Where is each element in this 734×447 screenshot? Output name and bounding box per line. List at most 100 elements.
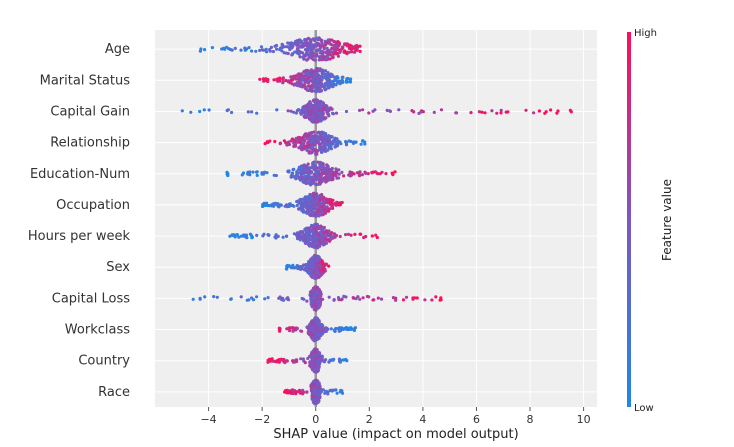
data-point	[499, 111, 503, 115]
data-point	[296, 46, 300, 51]
data-point	[309, 87, 314, 91]
data-point	[319, 388, 323, 392]
data-point	[307, 354, 312, 359]
data-point	[319, 359, 323, 363]
data-point	[319, 131, 323, 135]
data-point	[300, 165, 304, 169]
data-point	[247, 46, 251, 50]
data-point	[303, 115, 307, 119]
data-point	[371, 298, 375, 302]
feature-label: Race	[98, 385, 130, 400]
data-point	[324, 358, 328, 362]
feature-label: Workclass	[65, 323, 130, 338]
data-point	[246, 172, 250, 176]
data-point	[348, 79, 352, 83]
data-point	[313, 84, 317, 88]
data-point	[314, 100, 318, 104]
data-point	[318, 178, 322, 182]
data-point	[313, 255, 317, 259]
data-point	[308, 226, 312, 230]
data-point	[297, 77, 301, 81]
data-point	[346, 232, 351, 236]
data-point	[316, 352, 320, 356]
data-point	[291, 75, 295, 79]
data-point	[311, 115, 315, 119]
x-tick-label: 4	[419, 413, 426, 426]
data-point	[337, 168, 341, 172]
data-point	[255, 173, 259, 177]
data-point	[309, 47, 313, 51]
data-point	[302, 175, 307, 179]
data-point	[316, 327, 321, 331]
data-point	[314, 265, 318, 269]
data-point	[327, 233, 331, 237]
data-point	[326, 327, 330, 331]
data-point	[318, 47, 322, 51]
data-point	[314, 307, 318, 311]
data-point	[239, 48, 243, 52]
data-point	[318, 333, 322, 337]
data-point	[332, 235, 336, 239]
data-point	[310, 333, 314, 337]
data-point	[306, 162, 310, 166]
data-point	[326, 52, 330, 56]
feature-row-points	[263, 130, 367, 156]
data-point	[289, 391, 293, 395]
data-point	[287, 79, 291, 83]
data-point	[279, 203, 283, 207]
data-point	[333, 327, 337, 332]
data-point	[318, 201, 322, 205]
data-point	[283, 45, 287, 49]
data-point	[239, 295, 243, 299]
data-point	[268, 357, 272, 361]
data-point	[278, 142, 282, 146]
data-point	[332, 232, 337, 236]
data-point	[321, 70, 325, 74]
data-point	[314, 152, 318, 156]
data-point	[323, 86, 327, 91]
data-point	[329, 143, 333, 147]
data-point	[324, 58, 328, 62]
data-point	[318, 75, 322, 79]
data-point	[319, 150, 324, 154]
data-point	[495, 111, 499, 115]
data-point	[284, 141, 288, 145]
feature-row-points	[228, 222, 379, 250]
data-point	[320, 141, 324, 145]
data-point	[335, 200, 339, 204]
data-point	[215, 295, 219, 299]
data-point	[337, 176, 341, 180]
data-point	[316, 182, 320, 187]
data-point	[270, 357, 274, 361]
data-point	[305, 211, 309, 215]
feature-label: Country	[78, 354, 130, 369]
data-point	[296, 168, 300, 172]
data-point	[404, 295, 409, 299]
data-point	[378, 172, 382, 176]
data-point	[305, 236, 309, 240]
data-point	[334, 167, 338, 171]
data-point	[364, 171, 368, 175]
data-point	[316, 271, 320, 275]
data-point	[266, 360, 270, 364]
feature-row-points	[225, 160, 397, 187]
data-point	[321, 261, 325, 265]
data-point	[228, 234, 232, 238]
data-point	[321, 198, 325, 202]
data-point	[286, 41, 290, 45]
data-point	[490, 109, 494, 113]
feature-label: Age	[105, 42, 130, 57]
data-point	[241, 234, 245, 238]
data-point	[260, 172, 264, 176]
data-point	[315, 392, 319, 397]
data-point	[361, 108, 365, 112]
data-point	[281, 76, 285, 80]
data-point	[327, 209, 331, 213]
data-point	[349, 173, 353, 177]
data-point	[250, 234, 254, 238]
data-point	[341, 75, 345, 79]
data-point	[314, 168, 318, 172]
data-point	[294, 173, 299, 177]
data-point	[306, 73, 310, 77]
data-point	[351, 140, 355, 144]
